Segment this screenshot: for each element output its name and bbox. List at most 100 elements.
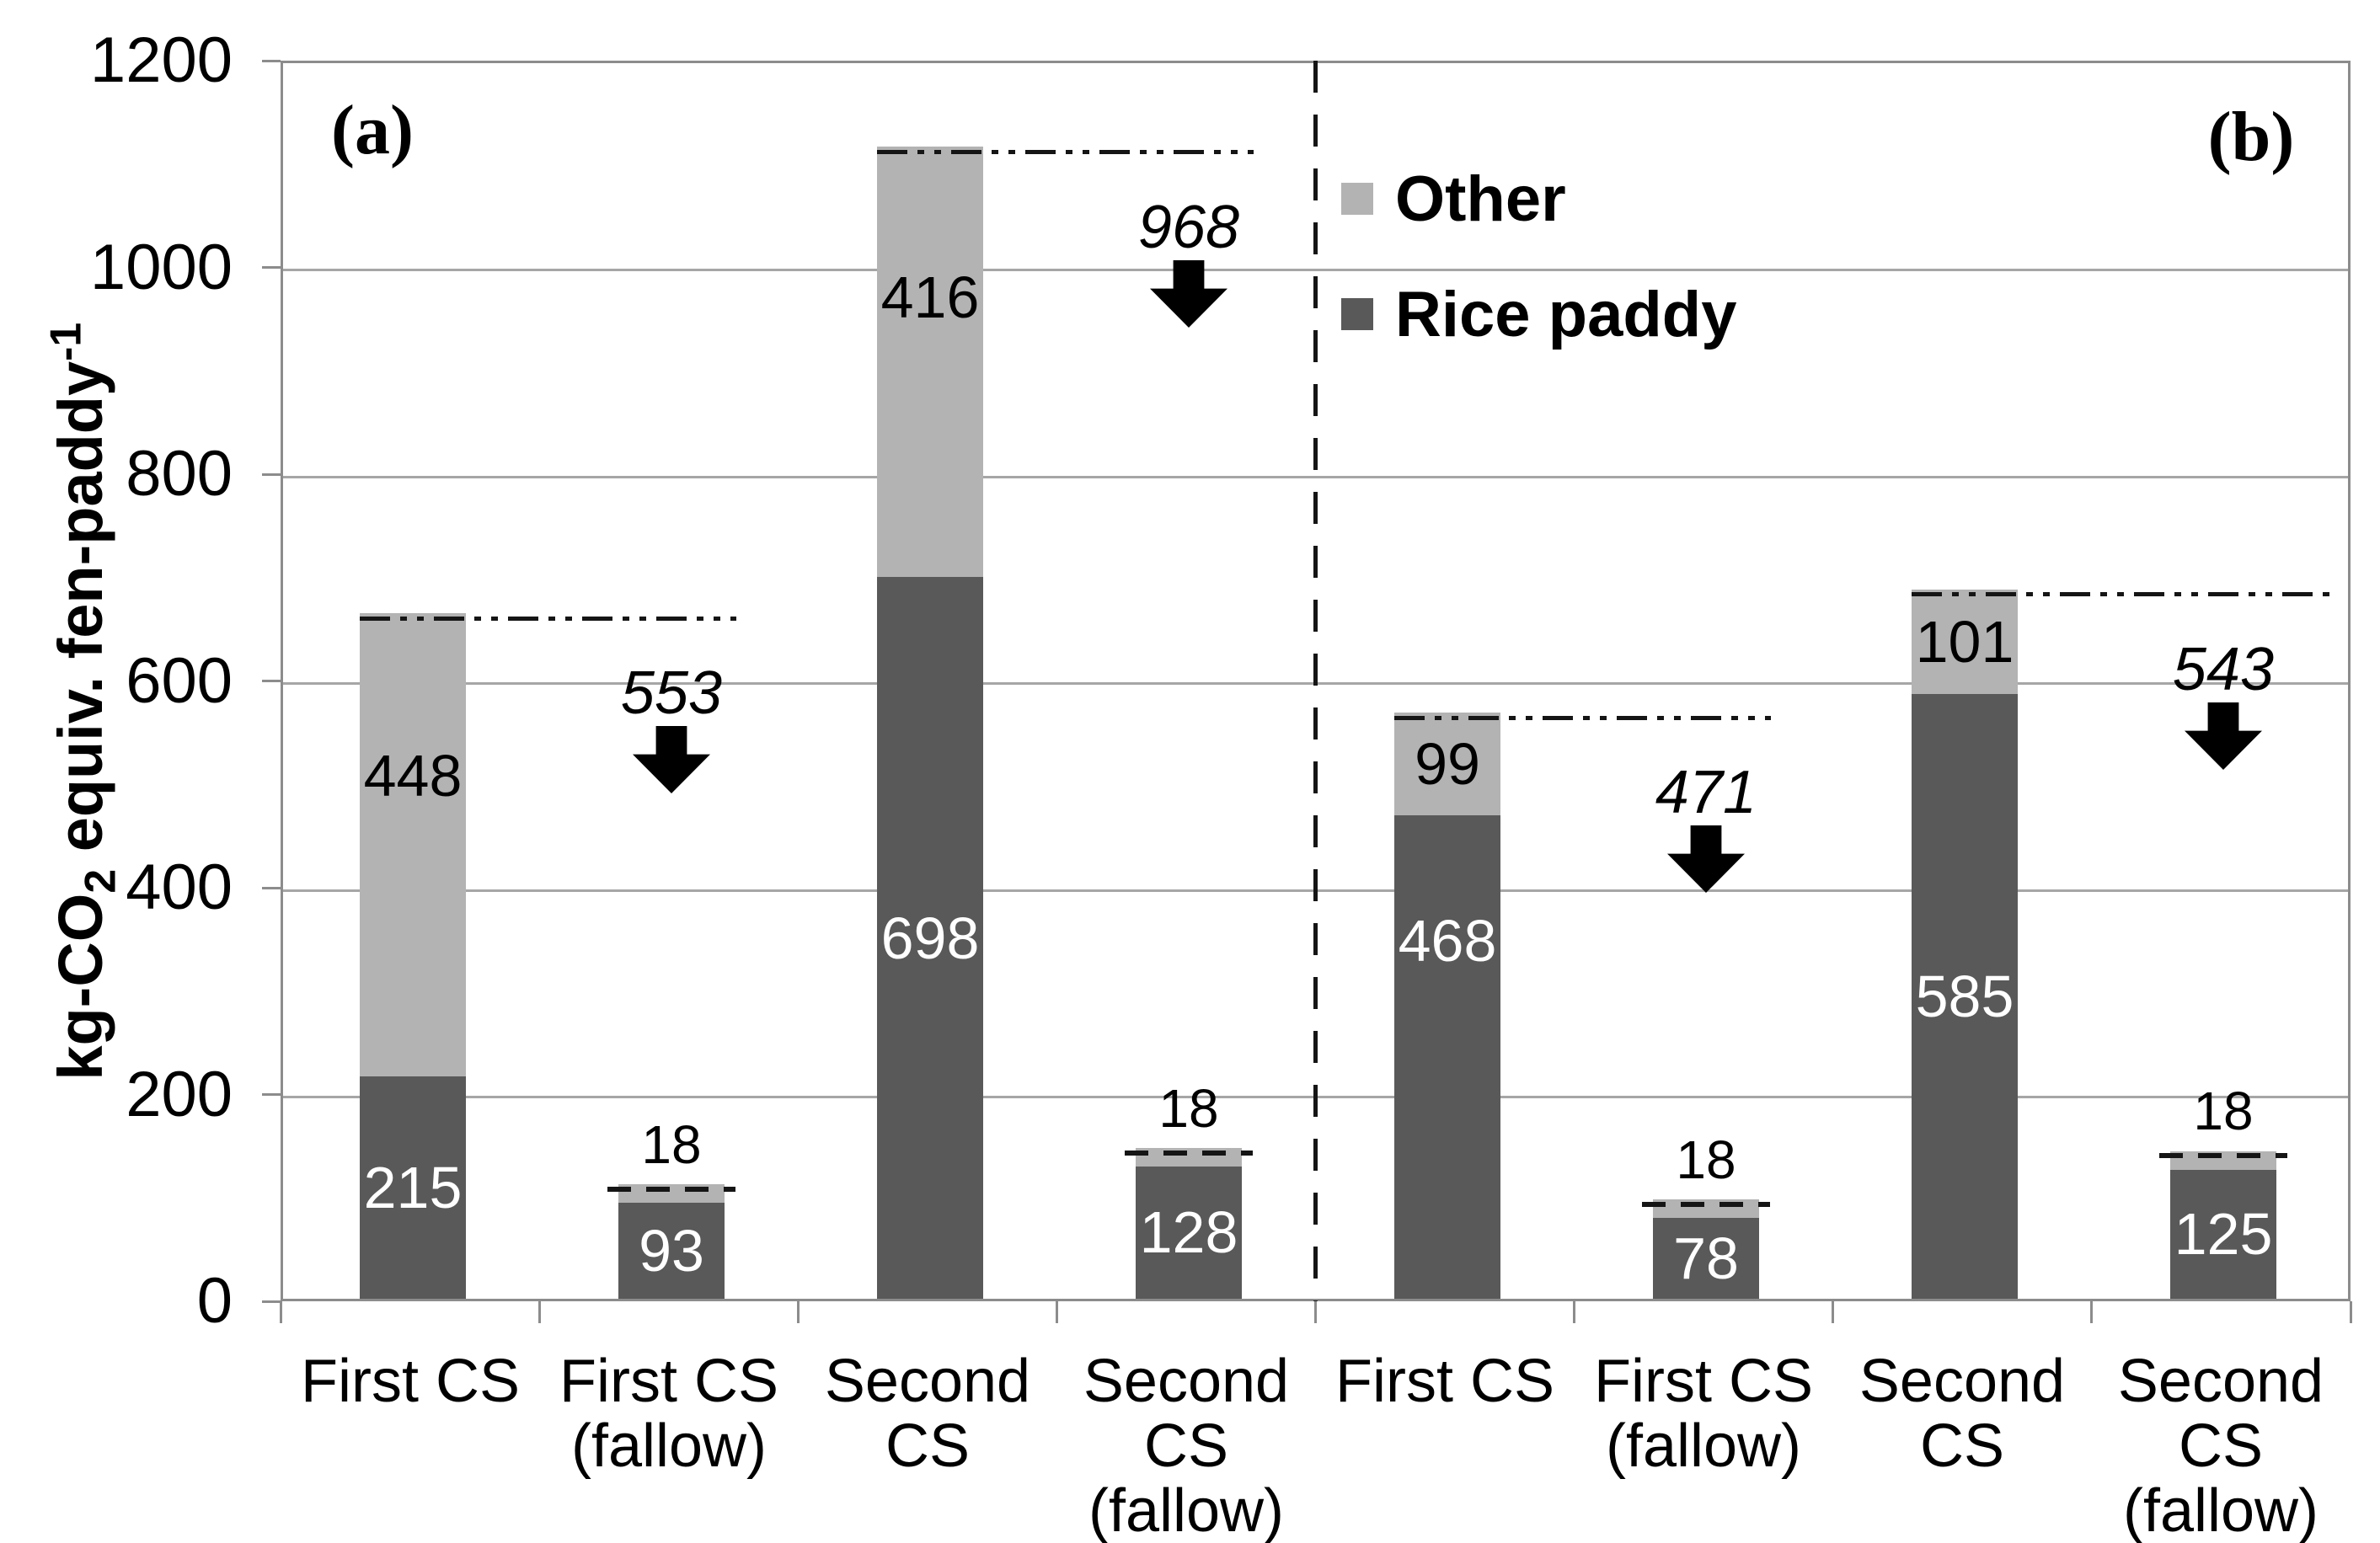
panel-b-bar-second-cs: 585 101 — [1912, 590, 2018, 1299]
x-axis-label-panel-b-bar-first-cs-fallow--line-0: First CS — [1594, 1348, 1813, 1415]
x-axis-label-panel-a-bar-second-cs-fallow-: Second CS (fallow) — [1043, 1349, 1329, 1543]
x-axis-label-panel-a-bar-second-cs-fallow--line-0: Second — [1083, 1348, 1290, 1415]
legend: Other Rice paddy — [1341, 162, 1736, 392]
x-axis-label-panel-a-bar-second-cs-line-1: CS — [885, 1412, 971, 1480]
y-axis-tick-0 — [262, 1300, 281, 1303]
panel-a-bar-first-cs-rice-paddy-segment — [360, 1076, 466, 1299]
panel-a-bar-second-cs-other-segment — [877, 147, 983, 577]
x-axis-tick-8 — [2350, 1301, 2352, 1323]
x-axis-tick-3 — [1056, 1301, 1058, 1323]
panel-a-bar-first-cs-fallow-: 93 18 — [618, 1115, 725, 1299]
y-axis-tick-600 — [262, 680, 281, 682]
panel-a-bar-second-cs-rice-paddy-value: 698 — [880, 905, 980, 971]
y-axis-tick-800 — [262, 473, 281, 476]
x-axis-label-panel-a-bar-second-cs-line-0: Second — [824, 1348, 1031, 1415]
x-axis-label-panel-b-bar-first-cs-fallow-: First CS (fallow) — [1560, 1349, 1847, 1479]
panel-label-b: (b) — [2207, 98, 2295, 176]
y-axis-tick-1000 — [262, 266, 281, 269]
panel-a-bar-first-cs-fallow--rice-paddy-segment — [618, 1203, 725, 1299]
panel-a-bar-second-cs-total-reference-line — [877, 150, 1254, 154]
panel-b-bar-first-cs-fallow--rice-paddy-segment — [1653, 1218, 1759, 1299]
panel-b-bar-first-cs-other-value: 99 — [1415, 731, 1480, 797]
y-axis-tick-label-200: 200 — [126, 1059, 233, 1130]
x-axis-tick-0 — [280, 1301, 282, 1323]
x-axis-label-panel-a-bar-first-cs-fallow--line-0: First CS — [559, 1348, 778, 1415]
panel-b-bar-second-cs-fallow--fallow-top-dashed-line — [2159, 1153, 2287, 1158]
panel-b-bar-first-cs-total-reference-line — [1394, 716, 1771, 720]
panel-divider-line — [1313, 61, 1318, 1301]
panel-a-bar-second-cs-fallow--fallow-top-dashed-line — [1125, 1151, 1253, 1156]
x-axis-tick-2 — [797, 1301, 800, 1323]
panel-a-bar-second-cs-fallow--top-value: 18 — [1158, 1078, 1219, 1139]
x-axis-label-panel-a-bar-first-cs-line-0: First CS — [301, 1348, 520, 1415]
reduction-annotation-value-543: 543 — [2172, 636, 2275, 703]
legend-label-rice-paddy: Rice paddy — [1395, 278, 1737, 350]
panel-a-bar-second-cs: 698 416 — [877, 147, 983, 1299]
y-axis-tick-label-1000: 1000 — [89, 232, 233, 303]
x-axis-label-panel-b-bar-second-cs: Second CS — [1819, 1349, 2105, 1479]
panel-b-bar-second-cs-total-reference-line — [1912, 592, 2336, 596]
x-axis-label-panel-b-bar-second-cs-fallow--line-1: CS — [2178, 1412, 2264, 1480]
legend-swatch-rice-paddy-icon — [1341, 298, 1373, 330]
x-axis-tick-5 — [1573, 1301, 1575, 1323]
panel-b-bar-second-cs-fallow--rice-paddy-value: 125 — [2174, 1201, 2273, 1267]
panel-a-bar-second-cs-fallow--rice-paddy-segment — [1136, 1167, 1242, 1299]
y-axis-tick-200 — [262, 1093, 281, 1096]
legend-label-other: Other — [1395, 163, 1566, 235]
panel-label-a: (a) — [331, 91, 414, 169]
y-axis-tick-400 — [262, 887, 281, 889]
panel-b-bar-first-cs-fallow--rice-paddy-value: 78 — [1673, 1225, 1739, 1291]
y-axis-tick-1200 — [262, 60, 281, 62]
panel-a-bar-second-cs-rice-paddy-segment — [877, 577, 983, 1299]
panel-a-bar-first-cs-fallow--rice-paddy-value: 93 — [639, 1218, 704, 1284]
y-axis-tick-label-400: 400 — [126, 852, 233, 923]
x-axis-label-panel-b-bar-second-cs-fallow--line-0: Second — [2117, 1348, 2324, 1415]
x-axis-tick-1 — [538, 1301, 541, 1323]
x-axis-label-panel-a-bar-first-cs-fallow--line-1: (fallow) — [570, 1412, 767, 1480]
panel-b-bar-first-cs: 468 99 — [1394, 713, 1500, 1299]
x-axis-label-panel-a-bar-first-cs-fallow-: First CS (fallow) — [526, 1349, 812, 1479]
x-axis-tick-7 — [2090, 1301, 2093, 1323]
legend-row-rice-paddy: Rice paddy — [1341, 277, 1736, 351]
reduction-annotation-value-471: 471 — [1655, 759, 1757, 826]
x-axis-label-panel-b-bar-first-cs: First CS — [1302, 1349, 1588, 1414]
reduction-annotation-down-arrow-icon-471 — [1667, 825, 1745, 893]
panel-a-bar-second-cs-fallow-: 128 18 — [1136, 1079, 1242, 1299]
panel-b-bar-first-cs-other-segment — [1394, 713, 1500, 815]
x-axis-label-panel-b-bar-second-cs-fallow-: Second CS (fallow) — [2078, 1349, 2364, 1543]
reduction-annotation-down-arrow-icon-543 — [2185, 702, 2262, 770]
x-axis-label-panel-a-bar-second-cs: Second CS — [784, 1349, 1071, 1479]
panel-b-bar-first-cs-fallow--top-value: 18 — [1676, 1129, 1736, 1190]
x-axis-label-panel-b-bar-second-cs-line-0: Second — [1859, 1348, 2066, 1415]
x-axis-label-panel-b-bar-first-cs-fallow--line-1: (fallow) — [1605, 1412, 1802, 1480]
x-axis-label-panel-a-bar-second-cs-fallow--line-1: CS — [1143, 1412, 1229, 1480]
panel-b-bar-second-cs-rice-paddy-value: 585 — [1915, 964, 2014, 1029]
x-axis-label-panel-a-bar-first-cs: First CS — [267, 1349, 554, 1414]
y-axis-title-mid: equiv. fen-paddy — [45, 360, 115, 869]
x-axis-tick-6 — [1832, 1301, 1834, 1323]
x-axis-label-panel-b-bar-second-cs-fallow--line-2: (fallow) — [2122, 1477, 2319, 1543]
x-axis-label-panel-a-bar-second-cs-fallow--line-2: (fallow) — [1088, 1477, 1285, 1543]
panel-a-bar-first-cs-other-value: 448 — [363, 743, 463, 809]
y-axis-title-superscript: -1 — [40, 322, 90, 361]
reduction-annotation-down-arrow-icon-553 — [633, 726, 710, 793]
x-axis-tick-4 — [1314, 1301, 1317, 1323]
panel-b-bar-second-cs-fallow-: 125 18 — [2170, 1081, 2276, 1299]
panel-b-bar-second-cs-fallow--rice-paddy-segment — [2170, 1170, 2276, 1299]
panel-a-bar-second-cs-fallow--rice-paddy-value: 128 — [1139, 1199, 1238, 1265]
panel-a-bar-first-cs-fallow--fallow-top-dashed-line — [607, 1187, 735, 1192]
panel-a-bar-first-cs-rice-paddy-value: 215 — [363, 1155, 463, 1220]
y-axis-tick-label-0: 0 — [196, 1265, 233, 1337]
reduction-annotation-value-968: 968 — [1137, 194, 1240, 261]
panel-b-bar-second-cs-rice-paddy-segment — [1912, 694, 2018, 1299]
x-axis-label-panel-b-bar-second-cs-line-1: CS — [1919, 1412, 2005, 1480]
panel-b-bar-second-cs-other-segment — [1912, 590, 2018, 694]
reduction-annotation-value-553: 553 — [620, 659, 723, 727]
panel-b-bar-first-cs-rice-paddy-segment — [1394, 815, 1500, 1299]
panel-b-bar-second-cs-fallow--top-value: 18 — [2193, 1081, 2254, 1141]
panel-a-bar-second-cs-other-value: 416 — [880, 264, 980, 330]
panel-b-bar-first-cs-rice-paddy-value: 468 — [1398, 908, 1497, 974]
panel-a-bar-first-cs: 215 448 — [360, 613, 466, 1299]
legend-row-other: Other — [1341, 162, 1736, 236]
